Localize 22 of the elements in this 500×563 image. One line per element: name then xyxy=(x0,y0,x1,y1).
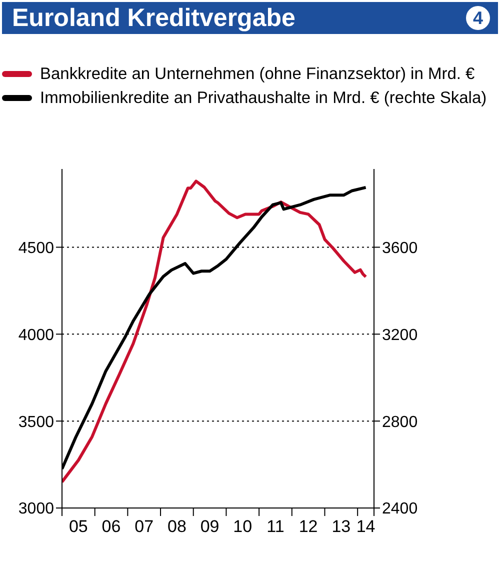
y-tick-label: 3500 xyxy=(18,414,54,431)
y-tick-label: 4000 xyxy=(18,326,54,344)
legend-label: Immobilienkredite an Privathaushalte in Mrd. € (rechte Skala) xyxy=(40,88,487,108)
y-tick-label: 4500 xyxy=(18,240,54,257)
x-tick-label: 05 xyxy=(68,517,88,536)
x-tick-label: 10 xyxy=(233,517,252,536)
x-tick-label: 09 xyxy=(200,517,220,536)
x-tick-label: 13 xyxy=(332,517,351,536)
x-tick-label: 08 xyxy=(167,517,186,536)
y2-tick-label: 2800 xyxy=(382,414,418,431)
x-tick-label: 06 xyxy=(102,517,121,536)
y2-tick-label: 2400 xyxy=(382,500,418,518)
legend-label: Bankkredite an Unternehmen (ohne Finanzsektor) in Mrd. € xyxy=(40,64,475,84)
chart-title: Euroland Kreditvergabe xyxy=(12,4,296,32)
x-tick-label: 14 xyxy=(356,517,376,536)
x-tick-label: 07 xyxy=(134,517,154,536)
y2-tick-label: 3200 xyxy=(382,326,418,344)
y2-tick-label: 3600 xyxy=(382,240,418,257)
text: 4 xyxy=(466,6,490,30)
x-tick-label: 11 xyxy=(266,517,284,536)
x-tick-label: 12 xyxy=(298,517,318,536)
y-tick-label: 3000 xyxy=(18,500,54,518)
